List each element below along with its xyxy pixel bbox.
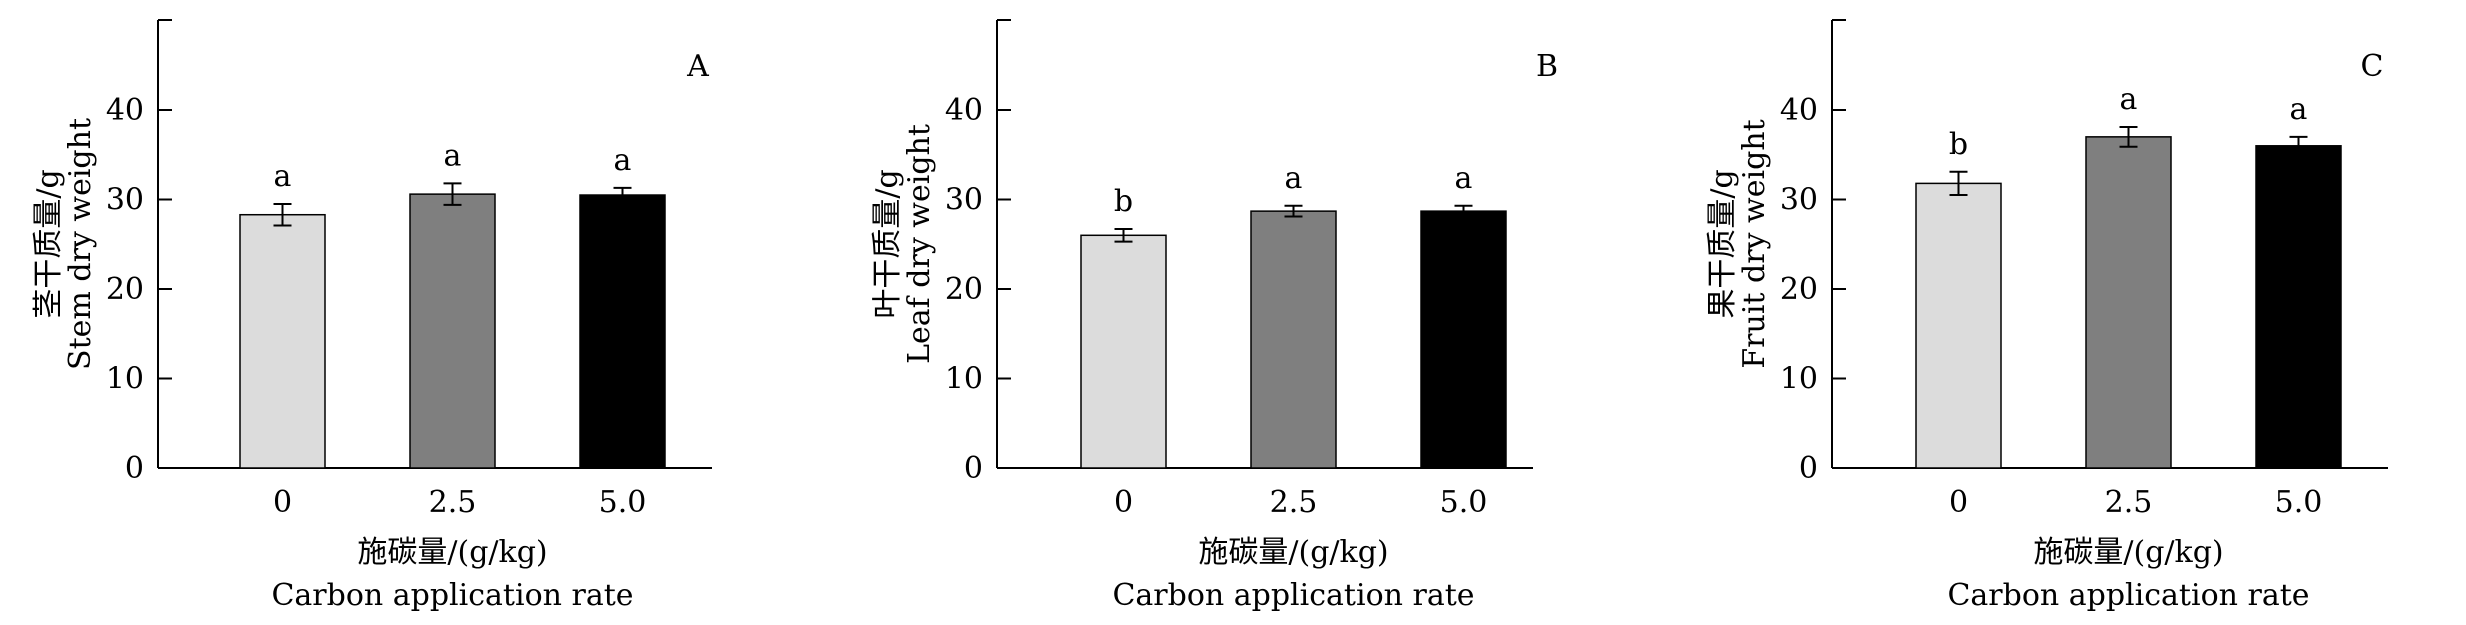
y-tick-label: 10 [106,362,144,397]
x-axis-title-cn: 施碳量/(g/kg) [1198,535,1388,570]
y-tick-label: 20 [945,272,983,307]
y-tick-label: 30 [1780,183,1818,218]
y-tick-label: 30 [106,183,144,218]
y-tick-label: 0 [1799,451,1818,486]
y-tick-label: 30 [945,183,983,218]
y-axis-title-en: Fruit dry weight [1737,119,1772,368]
x-tick-label: 5.0 [2275,485,2323,520]
significance-label: b [1949,127,1968,162]
bar [1420,210,1507,469]
significance-label: a [1285,161,1303,196]
bar [579,194,666,469]
y-tick-label: 0 [125,451,144,486]
y-tick-label: 40 [1780,93,1818,128]
x-axis-title-cn: 施碳量/(g/kg) [2033,535,2223,570]
panel-label: C [2361,49,2384,84]
y-axis-title-en: Leaf dry weight [902,124,937,364]
bar [1080,234,1167,469]
y-tick-label: 40 [106,93,144,128]
panel-b: 0 10 20 30 40 b 0 a 2.5 a 5.0 施碳量/(g/kg) Carbon appl… [870,19,1558,613]
panel-label: B [1536,49,1558,84]
x-tick-label: 2.5 [1270,485,1318,520]
panel-a: 0 10 20 30 40 a 0 a 2.5 a 5.0 施碳量/(g/kg) Carbon appl… [31,19,712,613]
bar [1915,182,2002,469]
bar [2085,136,2172,469]
x-axis-title-cn: 施碳量/(g/kg) [357,535,547,570]
x-axis-title-en: Carbon application rate [1947,578,2309,613]
x-tick-label: 0 [1114,485,1133,520]
x-axis-title-en: Carbon application rate [271,578,633,613]
significance-label: a [444,138,462,173]
x-tick-label: 5.0 [599,485,647,520]
bar [239,213,326,469]
x-tick-label: 0 [273,485,292,520]
y-tick-label: 10 [1780,362,1818,397]
y-tick-label: 0 [964,451,983,486]
bar [409,193,496,469]
panel-label: A [686,49,709,84]
y-axis-title-cn: 茎干质量/g [31,169,66,318]
significance-label: b [1114,184,1133,219]
x-tick-label: 2.5 [2105,485,2153,520]
y-tick-label: 20 [106,272,144,307]
significance-label: a [614,143,632,178]
y-tick-label: 40 [945,93,983,128]
y-tick-label: 20 [1780,272,1818,307]
y-axis-title-cn: 叶干质量/g [870,169,905,318]
bar [1250,210,1337,469]
significance-label: a [2290,92,2308,127]
bar [2255,145,2342,469]
x-axis-title-en: Carbon application rate [1112,578,1474,613]
significance-label: a [274,159,292,194]
panel-c: 0 10 20 30 40 b 0 a 2.5 a 5.0 施碳量/(g/kg) Carbon appl… [1705,19,2388,613]
y-axis-title-en: Stem dry weight [63,118,98,370]
x-tick-label: 2.5 [429,485,477,520]
significance-label: a [1455,161,1473,196]
x-tick-label: 5.0 [1440,485,1488,520]
y-axis-title-cn: 果干质量/g [1705,169,1740,318]
significance-label: a [2120,82,2138,117]
x-tick-label: 0 [1949,485,1968,520]
y-tick-label: 10 [945,362,983,397]
